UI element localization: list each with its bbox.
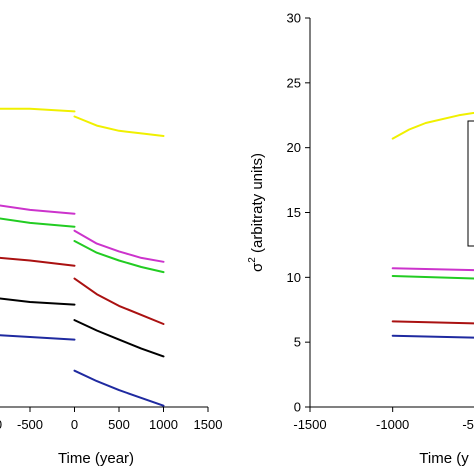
panel2-y-tick-label: 10 — [287, 270, 301, 285]
panel2-series-2-line-segment-0 — [391, 275, 474, 280]
panel1-series-2-line-segment-0 — [0, 217, 76, 228]
panel2-y-tick-label: 25 — [287, 75, 301, 90]
y-axis-title-symbol: σ — [249, 262, 266, 272]
panel1-x-tick-label: -1000 — [0, 417, 2, 432]
panel1-x-tick-label: 1000 — [149, 417, 178, 432]
panel2-x-tick-label: -1500 — [293, 417, 326, 432]
panel1-series-4-line-segment-0 — [0, 297, 76, 306]
panel2-series-0-line-segment-0 — [391, 111, 474, 140]
panel1-x-tick-label: 500 — [108, 417, 130, 432]
panel2-x-tick-label: -1000 — [376, 417, 409, 432]
panel2-y-tick-label: 0 — [294, 400, 301, 415]
panel2-y-tick-label: 30 — [287, 11, 301, 26]
panel1-series-2-line-segment-1 — [73, 240, 165, 274]
panel2-x-tick-label: -500 — [462, 417, 474, 432]
panel1-series-0-line-segment-1 — [73, 115, 165, 137]
y-axis-title-exponent: 2 — [247, 257, 258, 263]
panel1-series-3-line-segment-1 — [73, 277, 165, 325]
legend-box — [467, 120, 474, 247]
panel1-x-tick-label: 0 — [71, 417, 78, 432]
panel2-x-axis-title: Time (y — [419, 450, 469, 467]
panel2-y-tick-label: 5 — [294, 335, 301, 350]
y-axis-title-text: (arbitraty units) — [249, 153, 266, 257]
panel1-series-1-line-segment-1 — [73, 229, 165, 263]
panel1-x-tick-label: 1500 — [194, 417, 223, 432]
panel1-series-3-line-segment-0 — [0, 256, 76, 267]
panel2-series-1-line-segment-0 — [391, 267, 474, 272]
panel1-series-0-line-segment-0 — [0, 107, 76, 113]
panel2-series-5-line-segment-0 — [391, 334, 474, 339]
panel2-y-axis-title: σ2 (arbitraty units) — [247, 153, 266, 272]
panel1-series-4-line-segment-1 — [73, 319, 165, 358]
panel1-series-5-line-segment-1 — [73, 369, 165, 407]
panel2-y-tick-label: 20 — [287, 140, 301, 155]
panel1-x-tick-label: -500 — [17, 417, 43, 432]
panel2-y-tick-label: 15 — [287, 205, 301, 220]
panel1-x-axis-title: Time (year) — [58, 450, 134, 467]
panel2-series-3-line-segment-0 — [391, 320, 474, 325]
panel1-series-1-line-segment-0 — [0, 204, 76, 215]
panel1-series-5-line-segment-0 — [0, 334, 76, 341]
